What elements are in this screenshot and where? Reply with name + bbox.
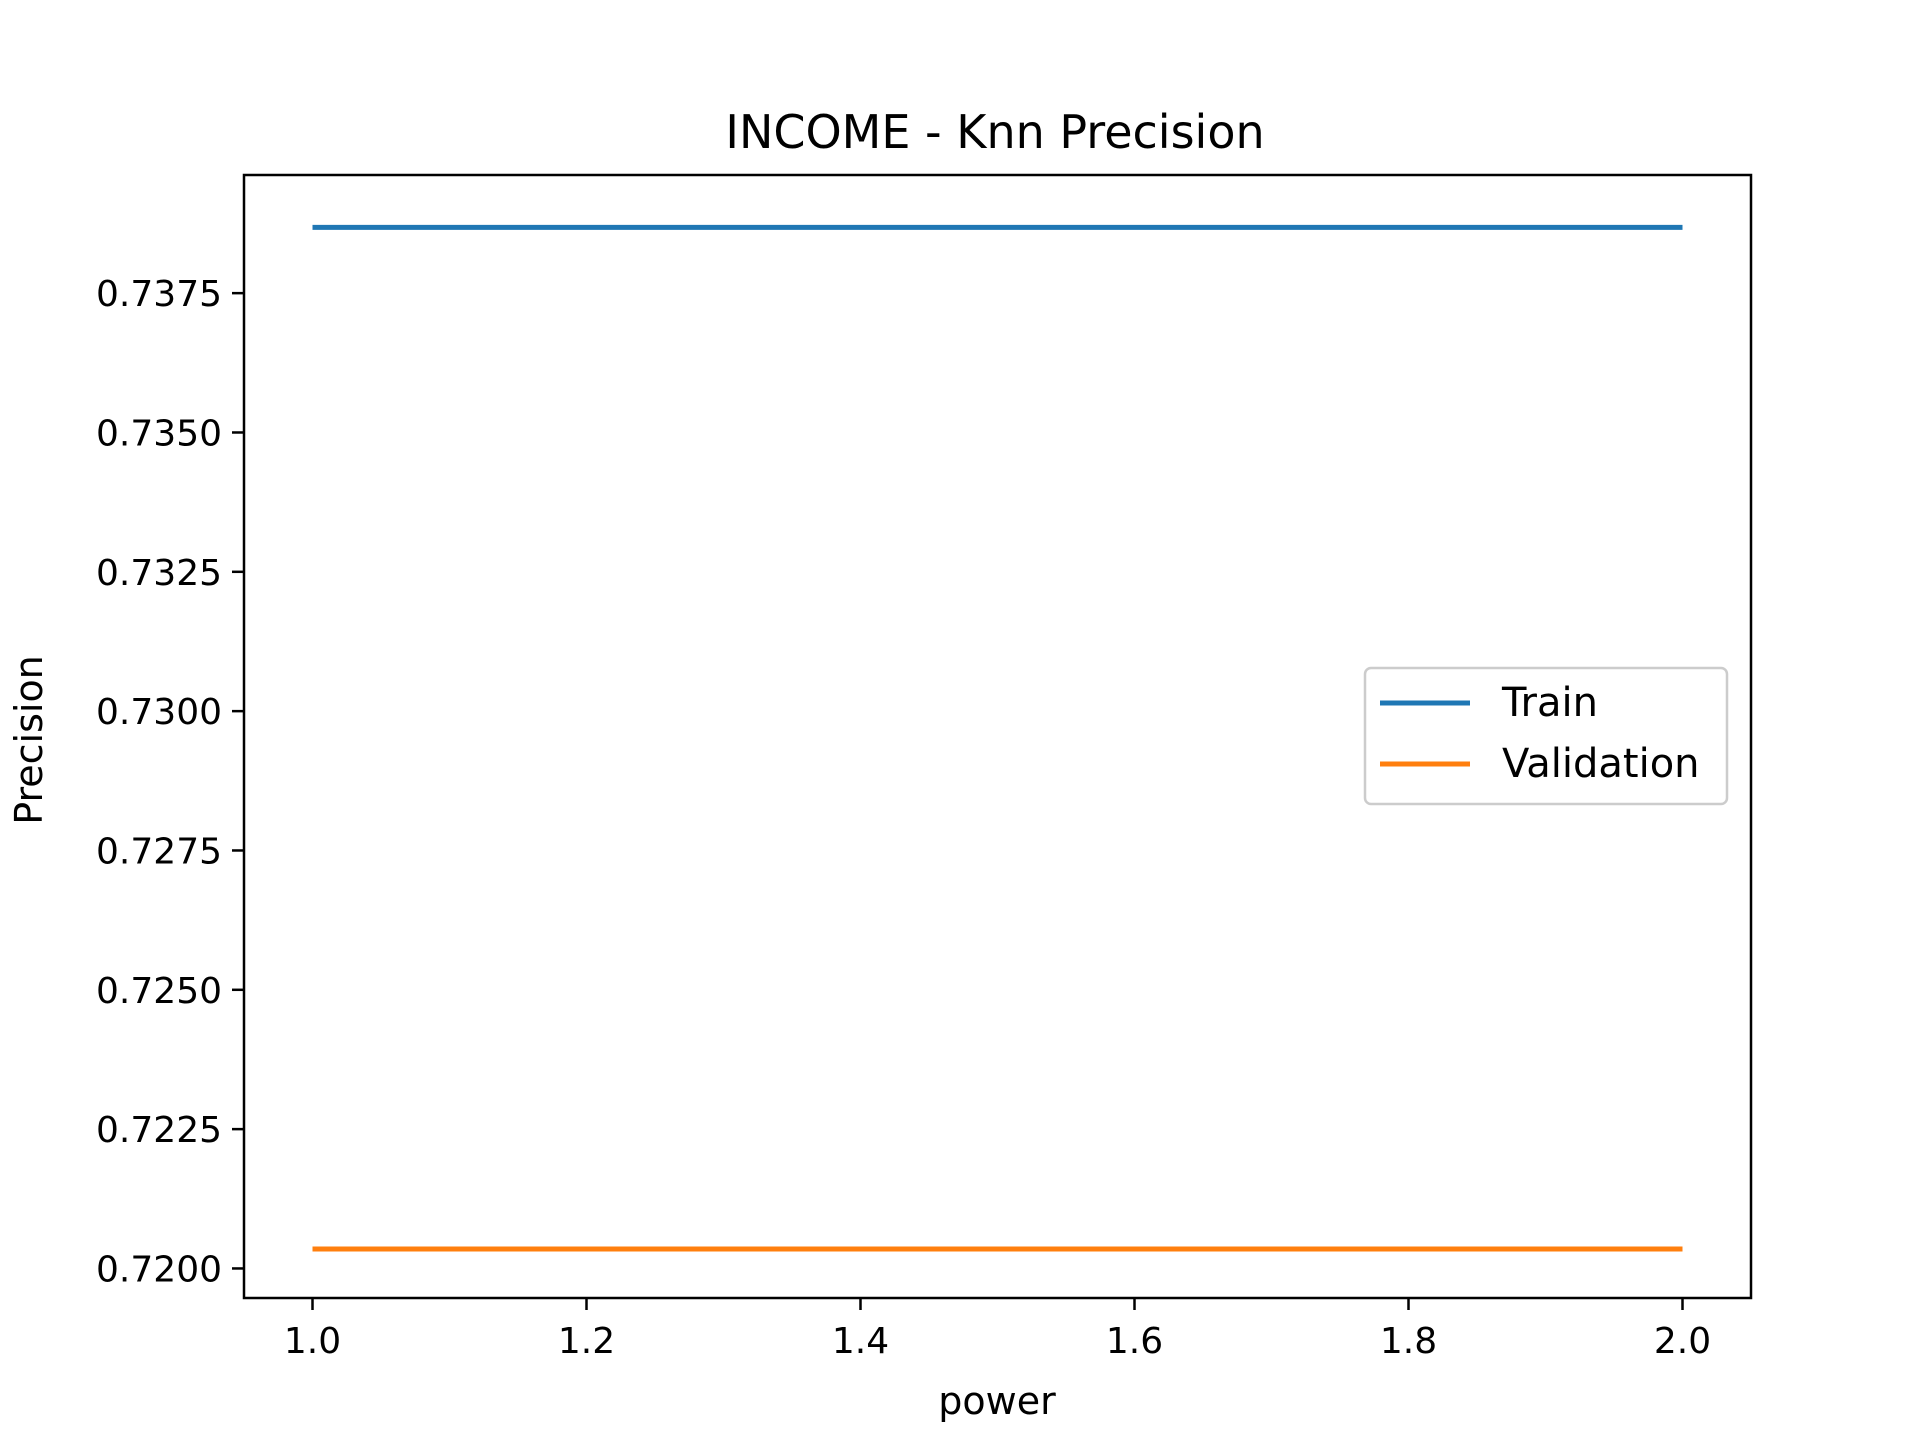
x-axis: 1.0 1.2 1.4 1.6 1.8 2.0 xyxy=(284,1298,1711,1362)
x-axis-label: power xyxy=(938,1379,1056,1423)
y-tick-label: 0.7375 xyxy=(96,274,222,315)
y-tick-label: 0.7225 xyxy=(96,1110,222,1151)
plot-frame xyxy=(242,173,1753,1300)
y-tick-label: 0.7250 xyxy=(96,971,222,1012)
chart-title: INCOME - Knn Precision xyxy=(725,105,1264,159)
y-tick-label: 0.7200 xyxy=(96,1249,222,1290)
y-tick-label: 0.7325 xyxy=(96,553,222,594)
x-tick-label: 1.0 xyxy=(284,1321,341,1362)
legend: Train Validation xyxy=(1363,666,1729,806)
series-layer xyxy=(312,224,1683,1252)
x-tick-label: 2.0 xyxy=(1654,1321,1711,1362)
x-tick-label: 1.8 xyxy=(1380,1321,1437,1362)
y-tick-label: 0.7300 xyxy=(96,692,222,733)
y-tick-label: 0.7350 xyxy=(96,413,222,454)
y-axis: 0.7200 0.7225 0.7250 0.7275 0.7300 0.7325 0.73… xyxy=(96,274,244,1290)
x-tick-label: 1.6 xyxy=(1106,1321,1163,1362)
y-axis-label: Precision xyxy=(7,655,51,825)
legend-label-train: Train xyxy=(1501,680,1598,726)
legend-label-validation: Validation xyxy=(1502,741,1700,787)
y-tick-label: 0.7275 xyxy=(96,831,222,872)
x-tick-label: 1.2 xyxy=(558,1321,615,1362)
x-tick-label: 1.4 xyxy=(832,1321,889,1362)
